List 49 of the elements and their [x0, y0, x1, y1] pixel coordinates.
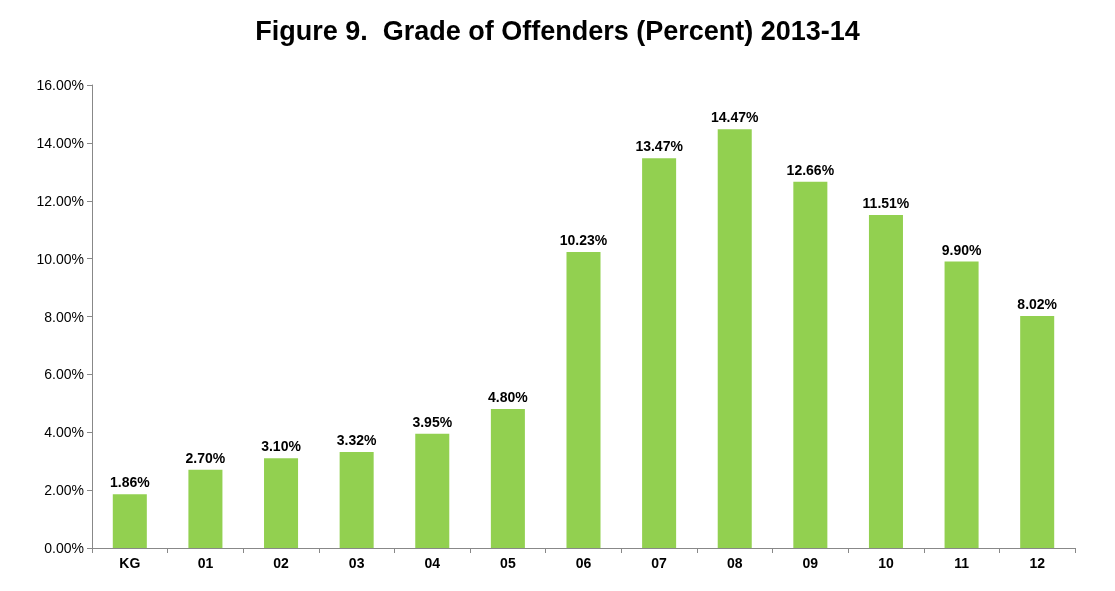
bar — [188, 469, 223, 548]
data-label: 3.32% — [336, 431, 378, 448]
y-tick-label: 16.00% — [36, 77, 84, 93]
data-label: 8.02% — [1017, 295, 1058, 312]
x-tick-label: 03 — [348, 555, 365, 571]
data-label: 1.86% — [109, 474, 151, 491]
data-label: 4.80% — [488, 389, 529, 406]
data-label: 3.10% — [261, 438, 302, 455]
data-label: 13.47% — [635, 138, 684, 155]
bar — [793, 181, 828, 548]
data-label: 2.70% — [185, 449, 226, 466]
data-label: 11.51% — [862, 194, 910, 211]
data-label: 9.90% — [941, 241, 982, 258]
data-label: 10.23% — [559, 231, 608, 248]
bar — [944, 261, 979, 548]
x-tick-label: 02 — [273, 555, 290, 571]
bar — [642, 158, 677, 548]
bar — [1020, 315, 1055, 548]
bar — [717, 129, 752, 548]
data-label: 14.47% — [710, 109, 760, 126]
x-tick-label: 08 — [726, 555, 743, 571]
y-tick-label: 8.00% — [44, 308, 84, 325]
x-tick-label: 06 — [575, 555, 592, 571]
y-tick-label: 2.00% — [44, 482, 84, 499]
x-tick-label: 07 — [651, 555, 668, 571]
x-tick-label: 05 — [500, 555, 516, 571]
x-tick-label: 12 — [1029, 555, 1046, 571]
bar — [566, 251, 601, 548]
bar — [264, 458, 299, 548]
bar — [490, 409, 525, 548]
y-tick-label: 10.00% — [36, 250, 84, 267]
chart-title: Figure 9. Grade of Offenders (Percent) 2013-14 — [255, 15, 860, 46]
y-tick-label: 14.00% — [36, 134, 84, 151]
bar — [868, 214, 903, 548]
y-tick-label: 6.00% — [44, 366, 84, 383]
x-tick-label: 01 — [197, 555, 214, 571]
x-tick-label: KG — [119, 555, 141, 571]
data-label: 3.95% — [412, 413, 453, 430]
x-tick-label: 04 — [424, 555, 441, 571]
x-tick-label: 11 — [954, 555, 970, 571]
y-tick-label: 12.00% — [36, 192, 84, 209]
x-tick-label: 09 — [802, 555, 819, 571]
y-tick-label: 4.00% — [44, 424, 84, 441]
bar — [339, 451, 374, 548]
x-tick-label: 10 — [878, 555, 894, 571]
data-label: 12.66% — [786, 161, 835, 178]
y-tick-label: 0.00% — [44, 540, 84, 556]
bar — [415, 433, 450, 548]
bar — [112, 494, 147, 548]
